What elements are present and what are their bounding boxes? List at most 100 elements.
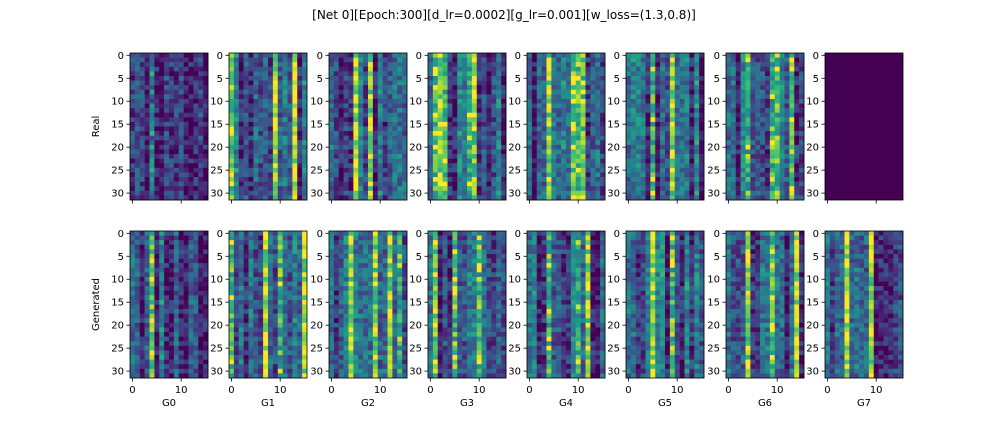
panel-frame bbox=[625, 230, 705, 379]
y-tick-label: 25 bbox=[111, 344, 124, 355]
y-tick-label: 10 bbox=[310, 275, 323, 286]
y-tick-label: 25 bbox=[409, 344, 422, 355]
panel-frame bbox=[725, 230, 805, 379]
heatmap-cells bbox=[130, 231, 209, 379]
y-tick-label: 30 bbox=[806, 189, 819, 200]
y-tick-label: 5 bbox=[416, 74, 422, 85]
column-label-g2: G2 bbox=[361, 398, 375, 409]
panel-real-g2: 0 5 10 15 20 25 30 bbox=[310, 51, 408, 204]
y-tick-label: 10 bbox=[111, 275, 124, 286]
y-tick-label: 15 bbox=[111, 120, 124, 131]
y-tick-label: 15 bbox=[409, 298, 422, 309]
y-tick-label: 5 bbox=[614, 74, 620, 85]
y-tick-label: 30 bbox=[607, 189, 620, 200]
y-tick-label: 25 bbox=[111, 166, 124, 177]
x-tick-label: 10 bbox=[374, 385, 387, 396]
y-tick-label: 20 bbox=[111, 321, 124, 332]
heatmap-cells bbox=[527, 53, 606, 201]
panel-generated-g4: 0 5 10 15 20 25 30 0 10 G4 bbox=[508, 229, 606, 409]
y-tick-label: 5 bbox=[317, 74, 323, 85]
y-tick-label: 30 bbox=[508, 189, 521, 200]
y-tick-label: 25 bbox=[310, 166, 323, 177]
heatmap-cells bbox=[229, 53, 308, 201]
y-tick-label: 10 bbox=[210, 97, 223, 108]
y-tick-label: 30 bbox=[111, 189, 124, 200]
column-label-g7: G7 bbox=[857, 398, 871, 409]
heatmap-cells bbox=[130, 53, 209, 201]
panel-real-g7: 0 5 10 15 20 25 30 bbox=[806, 51, 904, 204]
y-tick-label: 20 bbox=[409, 321, 422, 332]
y-tick-label: 10 bbox=[409, 275, 422, 286]
column-label-g1: G1 bbox=[261, 398, 275, 409]
y-tick-label: 30 bbox=[409, 367, 422, 378]
heatmap-cells bbox=[428, 231, 507, 379]
y-tick-label: 30 bbox=[707, 367, 720, 378]
y-tick-label: 0 bbox=[416, 229, 422, 240]
y-tick-label: 15 bbox=[508, 298, 521, 309]
panel-generated-g2: 0 5 10 15 20 25 30 0 10 G2 bbox=[310, 229, 408, 409]
y-tick-label: 0 bbox=[813, 51, 819, 62]
y-tick-label: 10 bbox=[806, 97, 819, 108]
y-tick-label: 30 bbox=[111, 367, 124, 378]
heatmap-cells bbox=[329, 53, 408, 201]
y-tick-label: 15 bbox=[607, 120, 620, 131]
x-tick-label: 0 bbox=[328, 385, 334, 396]
column-label-g3: G3 bbox=[460, 398, 474, 409]
y-tick-label: 10 bbox=[111, 97, 124, 108]
y-tick-label: 0 bbox=[217, 229, 223, 240]
y-tick-label: 0 bbox=[217, 51, 223, 62]
y-tick-label: 15 bbox=[210, 298, 223, 309]
y-tick-label: 25 bbox=[310, 344, 323, 355]
y-tick-label: 15 bbox=[508, 120, 521, 131]
y-tick-label: 5 bbox=[515, 252, 521, 263]
panel-frame bbox=[328, 52, 408, 201]
y-tick-label: 10 bbox=[806, 275, 819, 286]
panel-frame bbox=[526, 230, 606, 379]
y-tick-label: 20 bbox=[508, 143, 521, 154]
x-tick-label: 10 bbox=[870, 385, 883, 396]
y-tick-label: 20 bbox=[111, 143, 124, 154]
y-tick-label: 0 bbox=[614, 229, 620, 240]
y-tick-label: 15 bbox=[707, 120, 720, 131]
y-tick-label: 10 bbox=[210, 275, 223, 286]
panel-frame bbox=[328, 230, 408, 379]
y-tick-label: 25 bbox=[409, 166, 422, 177]
heatmap-cells bbox=[428, 53, 507, 201]
panel-frame bbox=[228, 52, 308, 201]
panels-group: 0 5 10 15 20 25 30 0 5 10 15 20 25 30 0 5 10 15 20 25 30 0 5 10… bbox=[91, 51, 904, 409]
panel-real-g5: 0 5 10 15 20 25 30 bbox=[607, 51, 705, 204]
column-label-g6: G6 bbox=[758, 398, 772, 409]
y-tick-label: 5 bbox=[217, 74, 223, 85]
x-tick-label: 10 bbox=[572, 385, 585, 396]
y-tick-label: 20 bbox=[806, 143, 819, 154]
y-tick-label: 15 bbox=[607, 298, 620, 309]
y-tick-label: 30 bbox=[409, 189, 422, 200]
y-tick-label: 0 bbox=[813, 229, 819, 240]
y-tick-label: 15 bbox=[806, 120, 819, 131]
y-tick-label: 30 bbox=[310, 189, 323, 200]
y-tick-label: 30 bbox=[707, 189, 720, 200]
y-tick-label: 15 bbox=[310, 298, 323, 309]
panel-frame bbox=[129, 52, 209, 201]
y-tick-label: 20 bbox=[210, 321, 223, 332]
y-tick-label: 15 bbox=[310, 120, 323, 131]
x-tick-label: 10 bbox=[771, 385, 784, 396]
row-label-generated: Generated bbox=[91, 278, 102, 331]
y-tick-label: 0 bbox=[317, 229, 323, 240]
panel-generated-g3: 0 5 10 15 20 25 30 0 10 G3 bbox=[409, 229, 507, 409]
y-tick-label: 10 bbox=[707, 97, 720, 108]
y-tick-label: 10 bbox=[409, 97, 422, 108]
heatmap-cells bbox=[329, 231, 408, 379]
x-tick-label: 0 bbox=[228, 385, 234, 396]
heatmap-cells bbox=[726, 53, 805, 201]
y-tick-label: 5 bbox=[813, 74, 819, 85]
y-tick-label: 0 bbox=[714, 51, 720, 62]
y-tick-label: 10 bbox=[310, 97, 323, 108]
y-tick-label: 10 bbox=[707, 275, 720, 286]
y-tick-label: 0 bbox=[416, 51, 422, 62]
heatmap-cells bbox=[626, 53, 705, 201]
panel-generated-g6: 0 5 10 15 20 25 30 0 10 G6 bbox=[707, 229, 805, 409]
y-tick-label: 20 bbox=[210, 143, 223, 154]
panel-frame bbox=[427, 230, 507, 379]
